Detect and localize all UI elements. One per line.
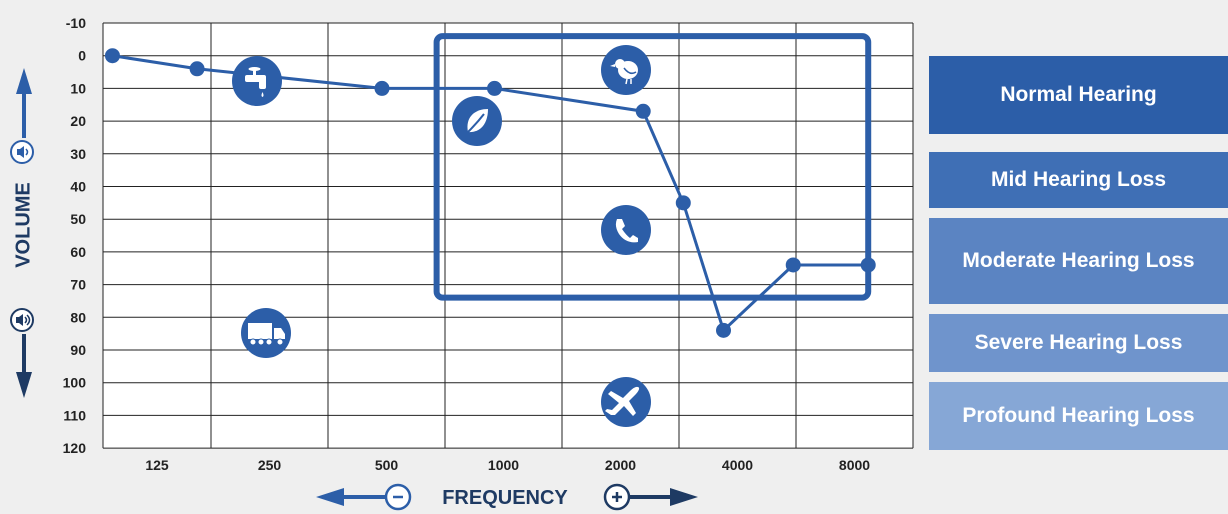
bird-icon [601, 45, 651, 95]
x-arrow-left-head [316, 488, 344, 506]
y-tick-label: 70 [70, 277, 86, 293]
legend-label: Moderate Hearing Loss [962, 249, 1195, 272]
data-point [675, 195, 691, 211]
data-point [716, 322, 732, 338]
plot-area [103, 23, 913, 449]
legend-label: Severe Hearing Loss [974, 331, 1183, 354]
y-tick-label: 10 [70, 80, 86, 96]
data-point [374, 80, 390, 96]
y-tick-label: -10 [66, 15, 86, 31]
y-tick-label: 90 [70, 342, 86, 358]
legend-moderate-hearing-loss: Moderate Hearing Loss [929, 218, 1228, 304]
truck-icon [241, 308, 291, 358]
sound-icons-layer [232, 45, 651, 427]
minus-circle-icon [384, 483, 412, 511]
y-tick-label: 0 [78, 48, 86, 64]
y-tick-label: 120 [63, 440, 87, 456]
data-point [487, 80, 502, 96]
y-tick-label: 40 [70, 179, 86, 195]
y-tick-label: 50 [70, 211, 86, 227]
chart-grid [102, 22, 914, 449]
annotation-layer [433, 33, 872, 301]
data-point [860, 257, 876, 273]
data-point [635, 103, 651, 119]
y-tick-label: 30 [70, 146, 86, 162]
y-tick-label: 100 [63, 375, 87, 391]
airplane-icon [601, 377, 651, 427]
speech-banana-region [433, 33, 872, 301]
x-tick-label: 500 [375, 457, 399, 473]
y-tick-label: 20 [70, 113, 86, 129]
x-tick-label: 4000 [722, 457, 753, 473]
data-point [104, 48, 120, 64]
phone-icon [601, 205, 651, 255]
x-tick-label: 125 [145, 457, 169, 473]
y-arrow-up-head [16, 68, 32, 94]
y-axis-label: VOLUME [12, 182, 34, 268]
y-axis-decoration: VOLUME [10, 68, 34, 398]
volume-high-icon [10, 308, 34, 332]
legend-label: Normal Hearing [1000, 83, 1157, 106]
data-point [785, 257, 801, 273]
legend-profound-hearing-loss: Profound Hearing Loss [929, 382, 1228, 450]
y-tick-label: 80 [70, 309, 86, 325]
plus-circle-icon [603, 483, 631, 511]
volume-low-icon [10, 140, 34, 164]
x-axis-label: FREQUENCY [442, 487, 568, 509]
legend-normal-hearing: Normal Hearing [929, 56, 1228, 134]
x-arrow-right-head [670, 488, 698, 506]
x-axis-decoration: FREQUENCY [316, 483, 698, 511]
legend-label: Profound Hearing Loss [962, 404, 1195, 427]
legend-severe-hearing-loss: Severe Hearing Loss [929, 314, 1228, 372]
leaf-icon [452, 96, 502, 146]
legend-mid-hearing-loss: Mid Hearing Loss [929, 152, 1228, 208]
x-tick-label: 2000 [605, 457, 636, 473]
x-tick-label: 250 [258, 457, 282, 473]
x-tick-label: 8000 [839, 457, 870, 473]
data-point [189, 61, 205, 77]
y-tick-label: 60 [70, 244, 86, 260]
dripping-faucet-icon [232, 56, 282, 106]
y-arrow-down-head [16, 372, 32, 398]
legend-label: Mid Hearing Loss [990, 168, 1167, 191]
x-tick-label: 1000 [488, 457, 519, 473]
tick-labels: -10 0 10 20 30 40 50 60 70 80 90 100 110 120 125 250 500… [63, 15, 871, 473]
y-tick-label: 110 [63, 407, 86, 423]
